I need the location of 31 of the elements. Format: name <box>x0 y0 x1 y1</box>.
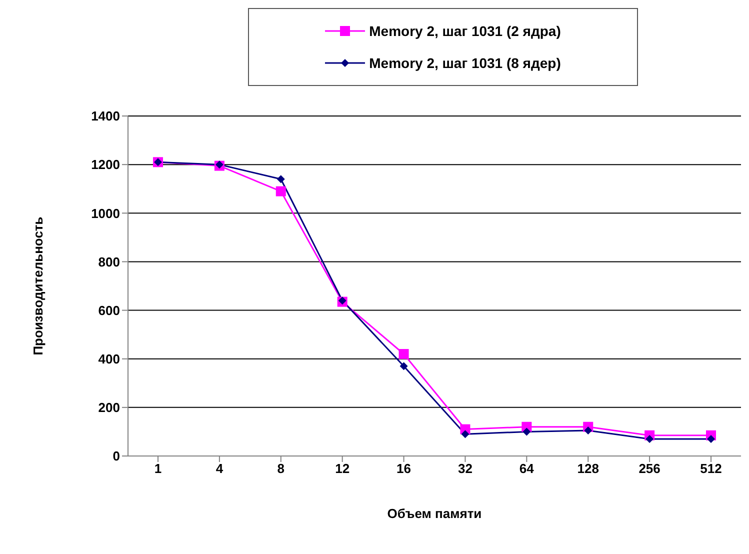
x-tick-label: 32 <box>458 461 472 476</box>
x-tick-label: 64 <box>519 461 535 476</box>
point <box>646 435 654 443</box>
x-axis-title: Объем памяти <box>387 506 482 521</box>
point <box>276 186 286 196</box>
legend-label: Memory 2, шаг 1031 (8 ядер) <box>369 55 561 71</box>
y-tick-label: 1000 <box>91 206 120 221</box>
point <box>522 428 531 436</box>
point <box>276 175 285 184</box>
y-axis-title: Производительность <box>30 216 46 356</box>
x-tick-label: 1 <box>154 461 162 476</box>
y-tick-label: 800 <box>98 254 120 270</box>
y-tick-label: 200 <box>98 400 120 416</box>
y-tick-label: 400 <box>98 351 120 366</box>
point <box>584 426 592 434</box>
y-tick-label: 600 <box>98 302 120 318</box>
x-tick-label: 512 <box>700 461 722 476</box>
x-tick-label: 8 <box>277 461 285 476</box>
point <box>400 362 408 370</box>
legend-label: Memory 2, шаг 1031 (2 ядра) <box>369 23 561 39</box>
x-tick-label: 16 <box>396 461 412 476</box>
y-tick-label: 1400 <box>91 108 120 124</box>
x-tick-label: 128 <box>577 461 599 476</box>
y-tick-label: 1200 <box>91 157 120 172</box>
x-tick-label: 12 <box>335 461 350 476</box>
y-tick-label: 0 <box>112 448 120 464</box>
point <box>707 435 715 443</box>
point <box>461 430 470 438</box>
x-tick-label: 256 <box>638 461 660 476</box>
x-tick-label: 4 <box>216 461 224 476</box>
point <box>398 349 409 359</box>
